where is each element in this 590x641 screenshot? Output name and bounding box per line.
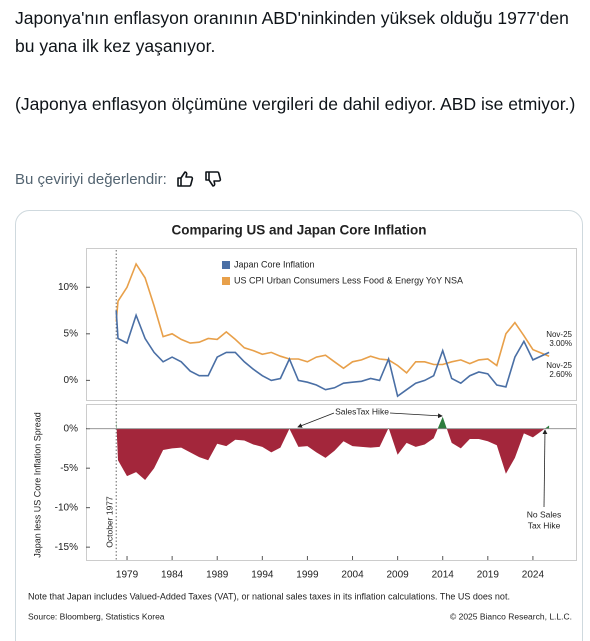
y-tick-label: 5% (64, 328, 79, 339)
y-tick-label: 10% (58, 282, 78, 293)
x-tick-label: 1984 (161, 570, 184, 581)
legend-swatch (222, 261, 230, 269)
legend-swatch (222, 277, 230, 285)
panel-frame (86, 248, 577, 401)
x-tick-label: 2024 (522, 570, 545, 581)
rate-prompt: Bu çeviriyi değerlendir: (15, 170, 167, 188)
annotation: SalesTax Hike (335, 406, 389, 416)
paragraph: Japonya'nın enflasyon oranının ABD'ninki… (15, 8, 569, 56)
note: Note that Japan includes Valued-Added Ta… (28, 591, 510, 601)
area-negative (116, 428, 545, 480)
x-tick-label: 1979 (116, 570, 139, 581)
legend-label: Japan Core Inflation (234, 259, 315, 269)
y-tick-label: 0% (64, 423, 79, 434)
x-tick-label: 2019 (477, 570, 500, 581)
line (115, 310, 550, 398)
end-date: Nov-25 (546, 330, 572, 339)
x-tick-label: 1994 (251, 570, 274, 581)
area-positive (116, 416, 550, 429)
y-axis-label: Japan less US Core Inflation Spread (32, 412, 42, 558)
y-tick-label: -5% (60, 463, 78, 474)
x-tick-label: 2009 (386, 570, 409, 581)
x-tick-label: 2004 (341, 570, 364, 581)
arrow (389, 412, 443, 419)
annotation: No Sales (527, 509, 562, 519)
x-tick-label: 1989 (206, 570, 229, 581)
annotation: Tax Hike (528, 520, 561, 530)
rate-translation: Bu çeviriyi değerlendir: (15, 169, 223, 189)
end-value: 3.00% (549, 339, 572, 348)
tweet-text: Japonya'nın enflasyon oranının ABD'ninki… (15, 4, 587, 148)
y-tick-label: -10% (55, 502, 78, 513)
legend-label: US CPI Urban Consumers Less Food & Energ… (234, 275, 463, 285)
chart-title: Comparing US and Japan Core Inflation (171, 223, 426, 238)
thumb-down[interactable] (203, 169, 223, 189)
line (115, 262, 550, 375)
credit: © 2025 Bianco Research, L.L.C. (450, 611, 572, 621)
panel-frame (86, 404, 577, 561)
source: Source: Bloomberg, Statistics Korea (28, 611, 165, 621)
y-tick-label: 0% (64, 375, 79, 386)
paragraph: (Japonya enflasyon ölçümüne vergileri de… (15, 94, 576, 114)
x-tick-label: 1999 (296, 570, 319, 581)
y-tick-label: -15% (55, 542, 78, 553)
end-date: Nov-25 (546, 361, 572, 370)
end-value: 2.60% (549, 370, 572, 379)
arrow (542, 429, 548, 508)
arrow (297, 412, 335, 428)
thumb-up[interactable] (175, 169, 195, 189)
x-tick-label: 2014 (432, 570, 455, 581)
annotation: October 1977 (104, 496, 114, 548)
